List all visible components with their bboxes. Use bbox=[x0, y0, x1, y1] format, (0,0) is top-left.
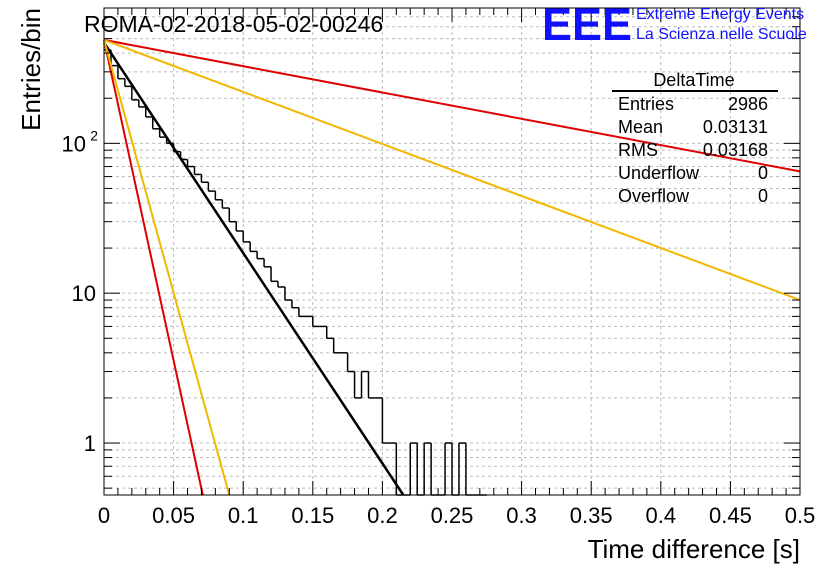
x-tick-label: 0.35 bbox=[570, 503, 613, 528]
y-tick-label: 1 bbox=[84, 431, 96, 456]
y-tick-label: 10 bbox=[72, 281, 96, 306]
y-tick-label: 10 bbox=[62, 131, 86, 156]
fit-curve-1 bbox=[102, 41, 405, 496]
x-tick-label: 0.5 bbox=[785, 503, 816, 528]
eee-logo-line1: Extreme Energy Events bbox=[636, 6, 804, 23]
eee-logo: EEE Extreme Energy Events La Scienza nel… bbox=[542, 0, 807, 50]
stats-label-rms: RMS bbox=[618, 140, 658, 160]
fit-curve-5 bbox=[103, 39, 231, 496]
stats-box: DeltaTime Entries 2986 Mean 0.03131 RMS … bbox=[612, 70, 778, 206]
stats-label-underflow: Underflow bbox=[618, 163, 700, 183]
eee-logo-line2: La Scienza nelle Scuole bbox=[636, 26, 807, 43]
y-axis-label: Entries/bin bbox=[16, 8, 46, 131]
histogram-bars bbox=[104, 49, 487, 496]
x-tick-label: 0.25 bbox=[431, 503, 474, 528]
fit-curve-3 bbox=[103, 38, 801, 301]
x-tick-label: 0.3 bbox=[506, 503, 537, 528]
stats-title: DeltaTime bbox=[653, 70, 734, 90]
x-tick-labels: 0 0.05 0.1 0.15 0.2 0.25 0.3 0.35 0.4 0.45 0.5 bbox=[98, 503, 815, 528]
x-tick-label: 0.05 bbox=[152, 503, 195, 528]
chart-title: ROMA-02-2018-05-02-00246 bbox=[84, 11, 383, 37]
grid-lines bbox=[104, 7, 800, 495]
stats-label-mean: Mean bbox=[618, 117, 663, 137]
x-tick-label: 0.2 bbox=[367, 503, 398, 528]
stats-value-overflow: 0 bbox=[758, 186, 768, 206]
fit-curve-4 bbox=[103, 39, 204, 496]
y-tick-label-exponent: 2 bbox=[90, 127, 98, 143]
stats-label-entries: Entries bbox=[618, 94, 674, 114]
stats-value-underflow: 0 bbox=[758, 163, 768, 183]
x-tick-label: 0 bbox=[98, 503, 110, 528]
fit-curves bbox=[102, 38, 801, 496]
stats-value-rms: 0.03168 bbox=[703, 140, 768, 160]
fit-curve-2 bbox=[103, 38, 801, 173]
x-axis-label: Time difference [s] bbox=[588, 534, 800, 564]
x-tick-label: 0.4 bbox=[646, 503, 677, 528]
x-tick-label: 0.45 bbox=[709, 503, 752, 528]
eee-logo-mark: EEE bbox=[542, 0, 632, 50]
stats-value-entries: 2986 bbox=[728, 94, 768, 114]
x-tick-label: 0.15 bbox=[291, 503, 334, 528]
axis-ticks bbox=[103, 7, 801, 495]
x-tick-label: 0.1 bbox=[228, 503, 259, 528]
stats-label-overflow: Overflow bbox=[618, 186, 690, 206]
stats-value-mean: 0.03131 bbox=[703, 117, 768, 137]
